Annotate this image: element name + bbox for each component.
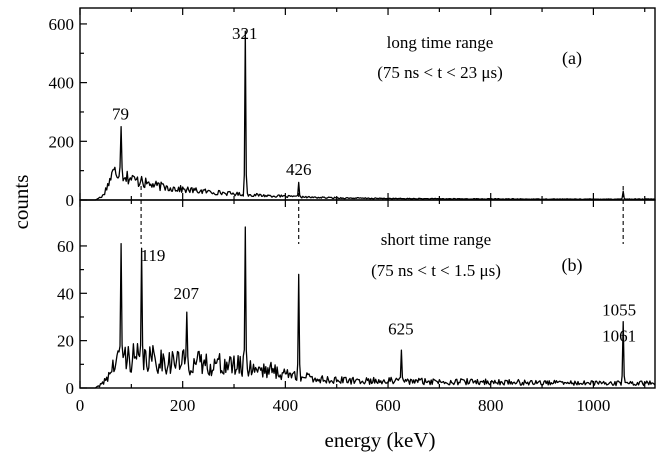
panel-b-frame	[79, 199, 656, 389]
panel-b-title-line2: (75 ns < t < 1.5 μs)	[371, 261, 501, 280]
panel-b-label: (b)	[562, 255, 583, 276]
panel-b-peak-label: 1061	[602, 326, 636, 345]
panel-b-peak-label: 119	[140, 246, 165, 265]
x-tick-label: 200	[170, 396, 196, 415]
panel-b-peak-label: 1055	[602, 300, 636, 319]
panel-b-y-tick-label: 0	[66, 379, 75, 398]
panel-b-y-tick-label: 40	[57, 284, 74, 303]
panel-b-title-line1: short time range	[381, 230, 491, 249]
panel-a-frame	[79, 7, 656, 201]
panel-a-peak-label: 79	[112, 105, 129, 124]
panel-a-y-tick-label: 600	[49, 15, 75, 34]
x-tick-label: 400	[273, 396, 299, 415]
panel-a-title-line1: long time range	[387, 33, 494, 52]
panel-a-peak-label: 426	[286, 160, 312, 179]
panel-a-spectrum-line	[80, 30, 656, 201]
panel-b-peak-label: 625	[388, 319, 414, 338]
x-tick-label: 800	[478, 396, 504, 415]
panel-a-title-line2: (75 ns < t < 23 μs)	[377, 63, 503, 82]
panel-a-y-tick-label: 200	[49, 132, 75, 151]
panel-a-y-tick-label: 0	[66, 191, 75, 210]
y-axis-title: counts	[9, 175, 33, 230]
panel-a-y-tick-label: 400	[49, 74, 75, 93]
panel-b-y-tick-label: 20	[57, 332, 74, 351]
panel-b-peak-label: 207	[174, 284, 200, 303]
panel-b-spectrum-line	[80, 226, 656, 389]
x-tick-label: 600	[375, 396, 401, 415]
x-tick-label: 0	[76, 396, 85, 415]
panel-a-peak-label: 321	[232, 24, 258, 43]
panel-a-label: (a)	[562, 48, 582, 69]
panel-b-y-tick-label: 60	[57, 237, 74, 256]
x-tick-label: 1000	[576, 396, 610, 415]
x-axis-title: energy (keV)	[325, 428, 436, 452]
